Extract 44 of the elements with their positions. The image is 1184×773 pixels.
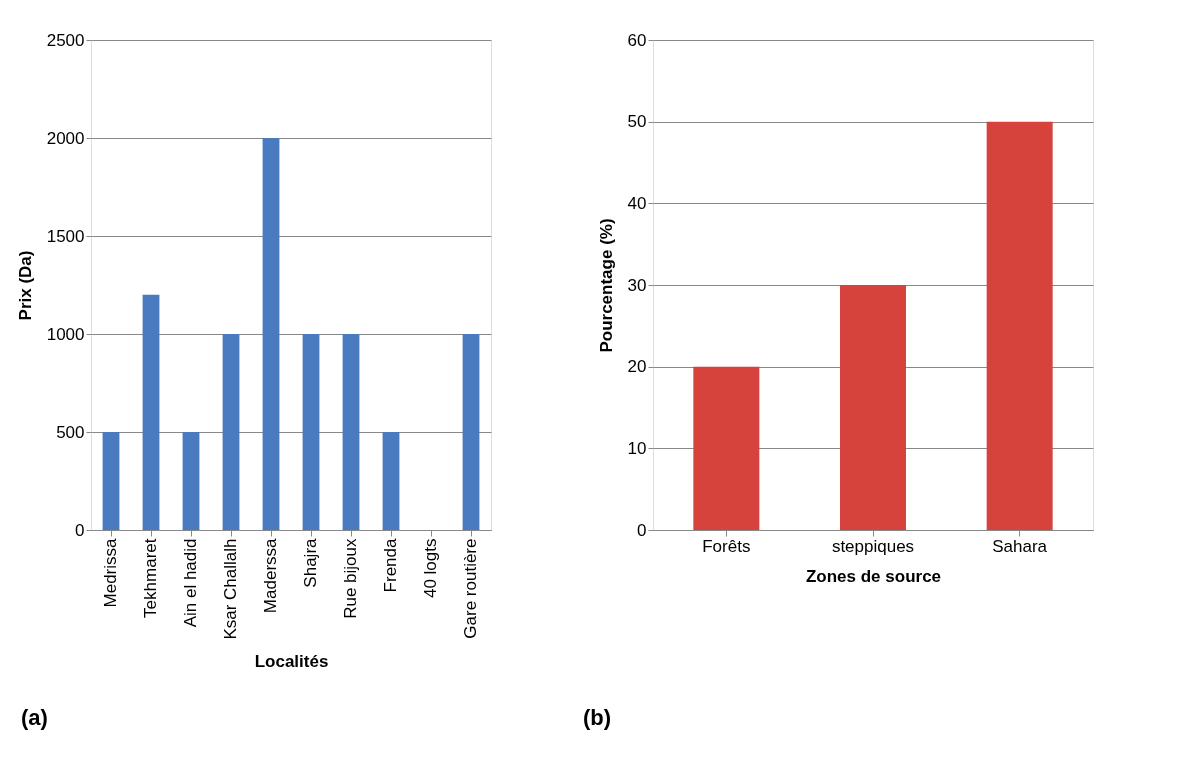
x-tick-label: Maderssa [261, 537, 280, 614]
y-tick-label: 20 [627, 357, 647, 377]
y-tick-label: 0 [75, 520, 85, 540]
x-tick-label: Gare routière [461, 538, 480, 639]
x-tick-label: steppiques [831, 536, 915, 556]
bar [302, 334, 320, 530]
x-axis-title: Zones de source [805, 566, 942, 586]
y-tick-label: 30 [627, 275, 647, 295]
x-tick-label: Medrissa [101, 537, 120, 608]
bar [102, 432, 120, 530]
bar [986, 121, 1053, 530]
x-tick-label: Shajra [301, 537, 320, 588]
x-tick-label: Ain el hadid [181, 538, 200, 628]
x-tick-label: Sahara [992, 536, 1048, 556]
bar [262, 138, 280, 530]
bar [693, 366, 760, 530]
y-tick-label: 500 [56, 422, 85, 442]
x-tick-label: 40 logts [421, 538, 440, 599]
y-tick-label: 10 [627, 438, 647, 458]
y-tick-label: 2500 [46, 30, 85, 50]
bar [142, 294, 160, 530]
bar [182, 432, 200, 530]
bar [222, 334, 240, 530]
y-tick-label: 1000 [46, 324, 85, 344]
x-tick-label: Rue bijoux [341, 538, 360, 619]
bar [840, 285, 906, 530]
x-tick-label: Ksar Challalh [221, 538, 240, 640]
x-tick-label: Tekhmaret [141, 538, 160, 618]
bar [382, 432, 400, 530]
y-tick-label: 60 [627, 30, 647, 50]
x-tick-label: Frenda [381, 537, 400, 593]
y-tick-label: 50 [627, 112, 647, 132]
text: (a) [21, 705, 48, 730]
y-tick-label: 1500 [46, 226, 85, 246]
x-axis-title: Localités [254, 651, 329, 671]
y-axis-title: Pourcentage (%) [596, 218, 616, 353]
y-axis-title: Prix (Da) [15, 250, 35, 321]
bar [462, 334, 480, 530]
bar [342, 334, 360, 530]
x-tick-label: Forêts [702, 536, 751, 556]
y-tick-label: 0 [637, 520, 647, 540]
text: (b) [583, 705, 612, 730]
y-tick-label: 2000 [46, 128, 85, 148]
y-tick-label: 40 [627, 193, 647, 213]
